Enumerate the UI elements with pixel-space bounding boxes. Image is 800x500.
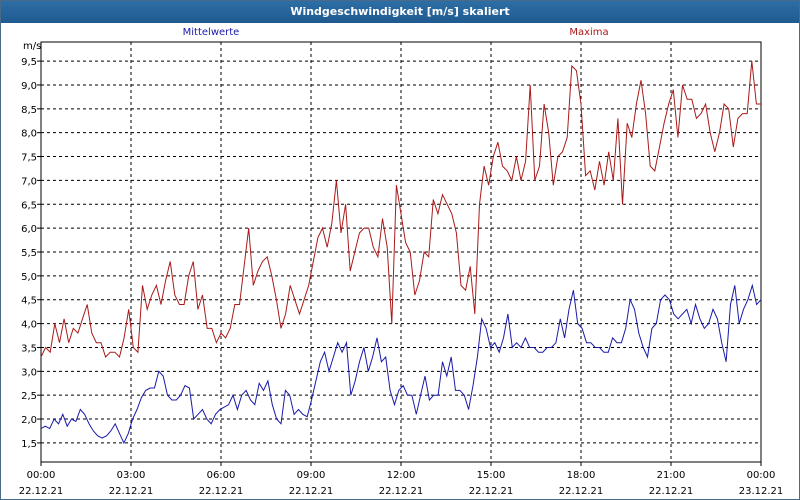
legend-mittelwerte: Mittelwerte — [183, 27, 240, 38]
y-tick-label: 5,0 — [21, 272, 37, 283]
x-tick-date: 22.12.21 — [559, 486, 604, 497]
x-tick-time: 00:00 — [747, 470, 776, 481]
y-tick-label: 3,5 — [21, 343, 37, 354]
x-tick-time: 15:00 — [477, 470, 506, 481]
x-tick-time: 21:00 — [657, 470, 686, 481]
x-axis-ticks: 00:00 22.12.21 03:00 22.12.21 06:00 22.12.21 0… — [19, 462, 784, 497]
y-tick-label: 5,5 — [21, 248, 37, 259]
x-tick-time: 09:00 — [297, 470, 326, 481]
y-axis-ticks: 1,5 2,0 2,5 3,0 3,5 4,0 4,5 5,0 5,5 6,0 6,5 7,0 7,5 8… — [21, 57, 41, 450]
y-tick-label: 1,5 — [21, 439, 37, 450]
x-tick-time: 06:00 — [207, 470, 236, 481]
x-tick-time: 18:00 — [567, 470, 596, 481]
x-tick-date: 22.12.21 — [199, 486, 244, 497]
y-tick-label: 6,0 — [21, 224, 37, 235]
y-tick-label: 9,0 — [21, 81, 37, 92]
series-group — [40, 61, 762, 445]
y-tick-label: 6,5 — [21, 200, 37, 211]
grid — [41, 42, 761, 462]
y-tick-label: 7,0 — [21, 176, 37, 187]
series-line-maxima — [40, 61, 761, 358]
x-tick-time: 00:00 — [27, 470, 56, 481]
y-axis-unit: m/s — [23, 41, 41, 52]
window-title: Windgeschwindigkeit [m/s] skaliert — [1, 1, 799, 23]
x-tick-time: 03:00 — [117, 470, 146, 481]
series-line-mittelwerte — [40, 283, 762, 445]
legend-maxima: Maxima — [569, 27, 608, 38]
x-tick-time: 12:00 — [387, 470, 416, 481]
x-tick-date: 22.12.21 — [469, 486, 514, 497]
x-tick-date: 23.12.21 — [739, 486, 784, 497]
x-tick-date: 22.12.21 — [649, 486, 694, 497]
y-tick-label: 8,0 — [21, 129, 37, 140]
x-tick-date: 22.12.21 — [289, 486, 334, 497]
y-tick-label: 2,0 — [21, 415, 37, 426]
x-tick-date: 22.12.21 — [379, 486, 424, 497]
y-tick-label: 2,5 — [21, 391, 37, 402]
y-tick-label: 3,0 — [21, 367, 37, 378]
y-tick-label: 8,5 — [21, 105, 37, 116]
y-tick-label: 4,0 — [21, 320, 37, 331]
x-tick-date: 22.12.21 — [19, 486, 64, 497]
x-tick-date: 22.12.21 — [109, 486, 154, 497]
y-tick-label: 9,5 — [21, 57, 37, 68]
y-tick-label: 7,5 — [21, 153, 37, 164]
y-tick-label: 4,5 — [21, 296, 37, 307]
